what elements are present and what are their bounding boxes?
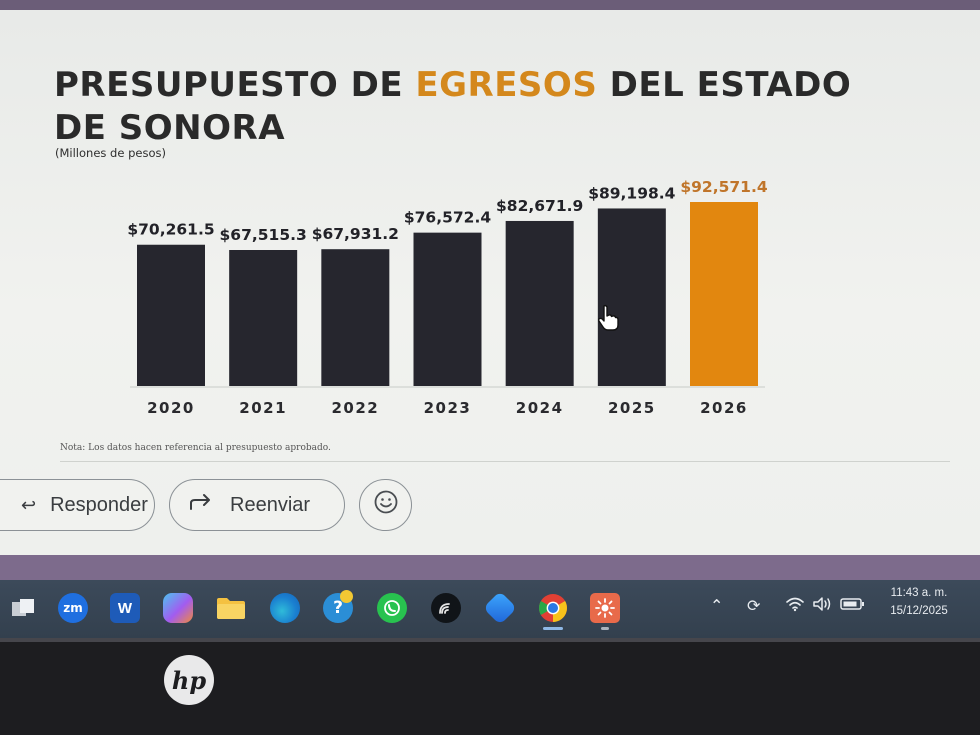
chrome-icon[interactable] [538, 593, 568, 623]
reply-button[interactable]: ↩ Responder [0, 479, 155, 531]
wifi-icon[interactable] [785, 596, 805, 616]
bar-2022 [321, 249, 390, 386]
bar-value-label: $76,572.4 [404, 209, 491, 227]
chevron-up-icon[interactable]: ⌃ [710, 596, 724, 615]
divider [60, 461, 950, 462]
forward-button[interactable]: Reenviar [169, 479, 345, 531]
zoom-icon-text: zm [63, 601, 83, 615]
bar-2026 [690, 202, 758, 386]
edge-icon[interactable] [270, 593, 300, 623]
volume-icon[interactable] [812, 596, 834, 616]
word-icon[interactable]: W [110, 593, 140, 623]
hand-cursor-icon [597, 304, 619, 336]
x-tick-label: 2021 [239, 399, 287, 417]
bar-value-label: $67,515.3 [220, 226, 307, 244]
reply-arrow-icon: ↩ [21, 494, 37, 515]
sync-icon[interactable]: ⟳ [747, 596, 761, 615]
chart-footnote: Nota: Los datos hacen referencia al pres… [60, 443, 331, 453]
bar-2020 [137, 244, 205, 386]
x-tick-label: 2025 [608, 399, 656, 417]
bar-value-label: $82,671.9 [496, 197, 583, 215]
copilot-icon[interactable] [163, 593, 193, 623]
bar-value-label: $92,571.4 [680, 178, 767, 196]
bezel-edge [0, 638, 980, 642]
task-view-icon[interactable] [8, 593, 38, 623]
title-text: PRESUPUESTO DE [54, 65, 416, 105]
title-accent-word: EGRESOS [415, 65, 598, 105]
slide-title-line1: PRESUPUESTO DE EGRESOS DEL ESTADO [54, 65, 851, 105]
smiley-icon [373, 489, 399, 521]
sun-app-icon[interactable] [590, 593, 620, 623]
bar-value-label: $70,261.5 [127, 221, 214, 239]
chart-subtitle: (Millones de pesos) [55, 146, 166, 160]
laptop-bezel [0, 638, 980, 735]
x-tick-label: 2020 [147, 399, 195, 417]
bar-2025 [597, 208, 666, 386]
running-indicator [601, 627, 609, 630]
running-indicator [543, 627, 563, 630]
x-tick-label: 2022 [331, 399, 379, 417]
signal-icon[interactable] [431, 593, 461, 623]
notification-dot [340, 590, 353, 603]
bar-2023 [413, 232, 482, 386]
clock-date[interactable]: 15/12/2025 [890, 605, 948, 617]
forward-label: Reenviar [230, 493, 311, 516]
x-tick-label: 2024 [516, 399, 564, 417]
bar-2024 [505, 220, 574, 386]
zoom-icon[interactable]: zm [58, 593, 88, 623]
battery-icon[interactable] [840, 596, 866, 616]
bar-value-label: $67,931.2 [312, 225, 399, 243]
bar-2021 [229, 250, 298, 386]
x-tick-label: 2023 [424, 399, 472, 417]
slide-title-line2: DE SONORA [54, 108, 286, 148]
email-viewer-screen: PRESUPUESTO DE EGRESOS DEL ESTADO DE SON… [0, 10, 980, 555]
x-tick-label: 2026 [700, 399, 748, 417]
forward-arrow-icon [188, 493, 214, 517]
whatsapp-icon[interactable] [377, 593, 407, 623]
clock-time[interactable]: 11:43 a. m. [890, 587, 948, 599]
window-bottom-strip [0, 555, 980, 580]
emoji-reaction-button[interactable] [359, 479, 412, 531]
word-icon-text: W [117, 599, 133, 617]
reply-label: Responder [50, 493, 148, 516]
bar-value-label: $89,198.4 [588, 184, 675, 202]
help-icon-text: ? [333, 598, 343, 618]
title-text: DEL ESTADO [597, 65, 852, 105]
folder-icon[interactable] [216, 593, 246, 623]
hp-logo: hp [164, 655, 214, 705]
budget-bar-chart: $70,261.5 2020 $67,515.3 2021 $67,931.2 2022 $… [127, 178, 767, 417]
